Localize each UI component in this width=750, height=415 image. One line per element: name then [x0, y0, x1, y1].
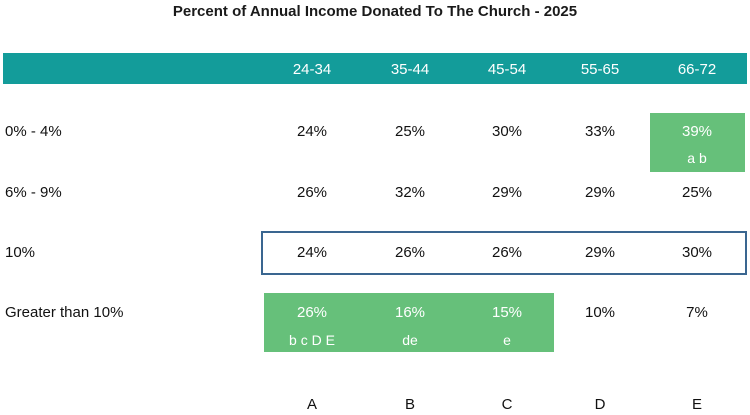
cell-gt10-24-34: 26% [296, 304, 328, 321]
cell-6-9-24-34: 26% [296, 184, 328, 201]
col-letter-b: B [404, 396, 415, 413]
highlight-gt10-24-54 [264, 293, 554, 352]
header-band [3, 53, 747, 84]
cell-10-24-34: 24% [296, 244, 328, 261]
col-header-55-65: 55-65 [580, 61, 620, 78]
cell-gt10-35-44: 16% [394, 304, 426, 321]
row-10-outline [261, 231, 747, 275]
cell-gt10-66-72: 7% [686, 304, 708, 321]
chart-title: Percent of Annual Income Donated To The … [172, 3, 578, 20]
cell-0-4-24-34: 24% [296, 123, 328, 140]
cell-10-45-54: 26% [491, 244, 523, 261]
col-letter-c: C [501, 396, 513, 413]
cell-10-35-44: 26% [394, 244, 426, 261]
row-label-6-9: 6% - 9% [5, 184, 62, 201]
sig-gt10-35-44: de [402, 332, 418, 348]
cell-10-55-65: 29% [584, 244, 616, 261]
row-label-10: 10% [5, 244, 36, 261]
col-letter-e: E [691, 396, 702, 413]
cell-0-4-35-44: 25% [394, 123, 426, 140]
col-header-35-44: 35-44 [390, 61, 430, 78]
cell-6-9-55-65: 29% [584, 184, 616, 201]
cell-6-9-45-54: 29% [491, 184, 523, 201]
cell-0-4-55-65: 33% [584, 123, 616, 140]
sig-gt10-24-34: b c D E [289, 332, 335, 348]
cell-gt10-45-54: 15% [491, 304, 523, 321]
col-header-45-54: 45-54 [487, 61, 527, 78]
sig-gt10-45-54: e [503, 332, 511, 348]
cell-0-4-66-72: 39% [681, 123, 713, 140]
col-header-24-34: 24-34 [292, 61, 332, 78]
cell-6-9-66-72: 25% [681, 184, 713, 201]
sig-0-4-66-72: a b [687, 150, 707, 166]
cell-gt10-55-65: 10% [584, 304, 616, 321]
col-letter-a: A [306, 396, 317, 413]
cell-6-9-35-44: 32% [394, 184, 426, 201]
cell-0-4-45-54: 30% [491, 123, 523, 140]
highlight-0-4-66-72 [650, 113, 745, 172]
cell-10-66-72: 30% [681, 244, 713, 261]
col-header-66-72: 66-72 [677, 61, 717, 78]
col-letter-d: D [594, 396, 606, 413]
row-label-0-4: 0% - 4% [5, 123, 62, 140]
row-label-gt10: Greater than 10% [5, 304, 124, 321]
